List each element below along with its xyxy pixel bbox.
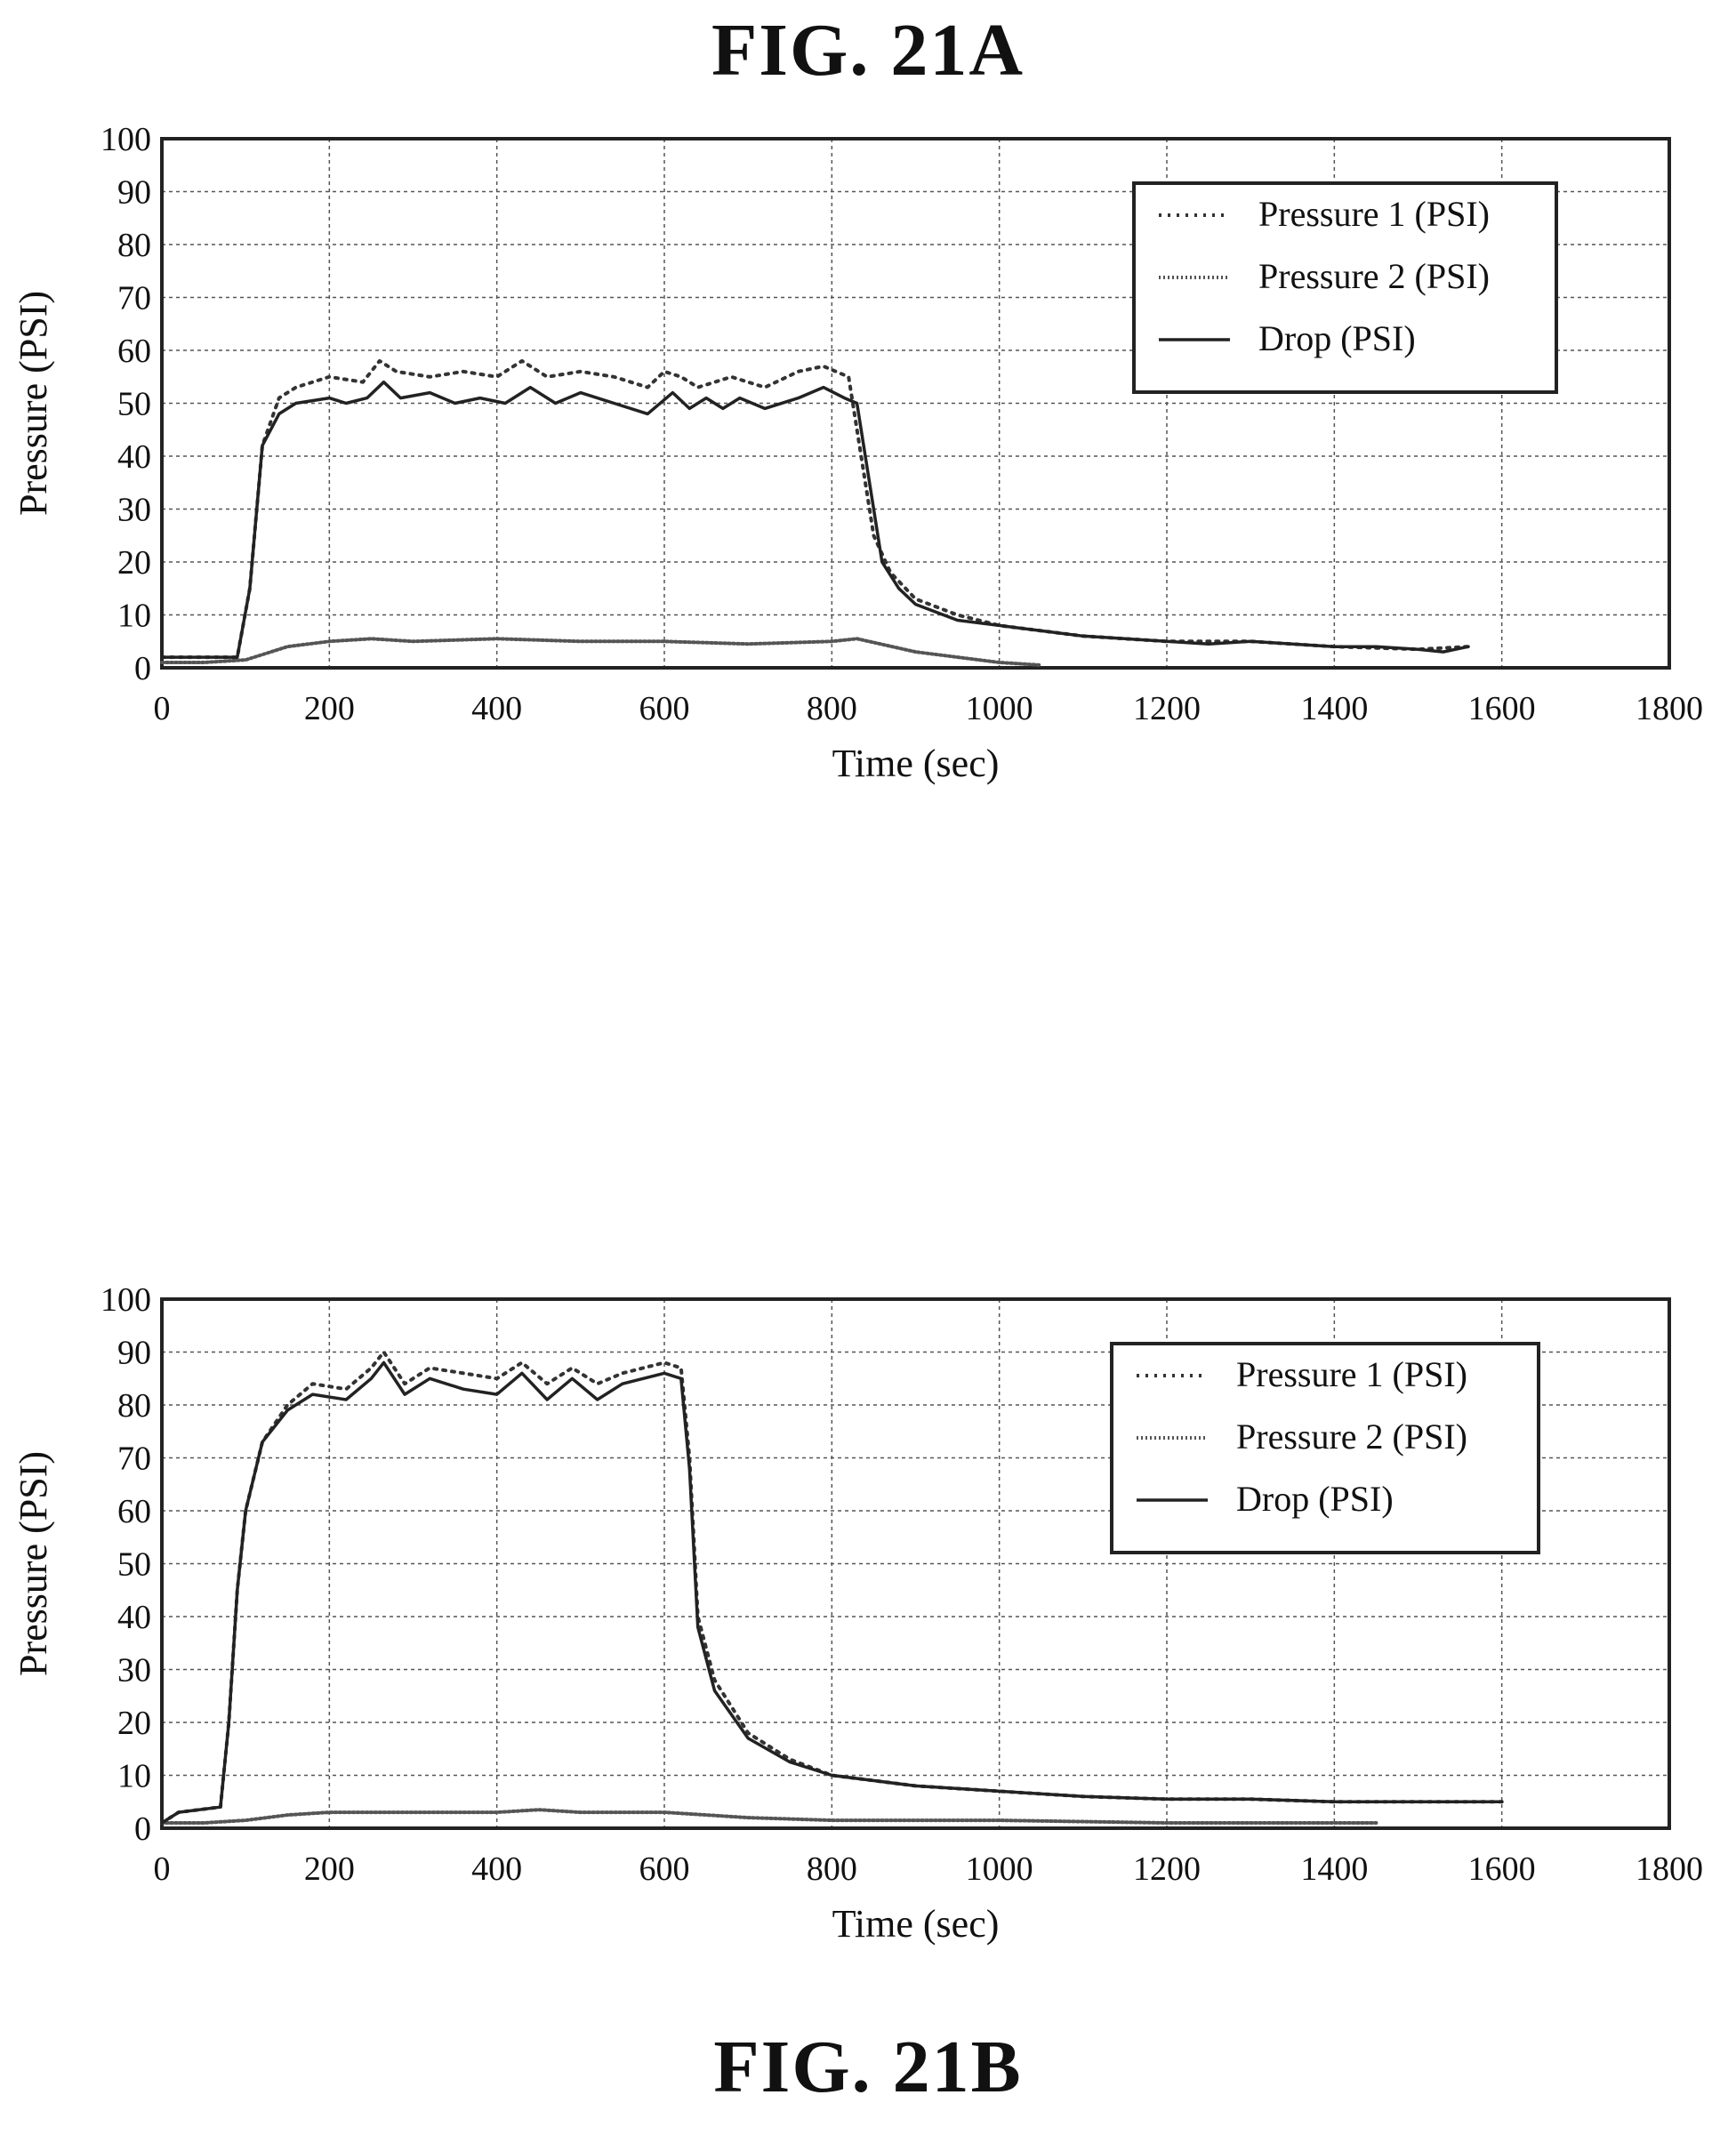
y-tick-label: 50 bbox=[117, 1546, 151, 1584]
x-tick-label: 0 bbox=[154, 1850, 171, 1888]
y-tick-label: 100 bbox=[100, 1281, 151, 1319]
x-tick-labels: 0 200 400 600 800 1000 1200 1400 1600 1800 bbox=[154, 690, 1704, 727]
figure-21b-title: FIG. 21B bbox=[713, 2026, 1023, 2108]
y-tick-label: 30 bbox=[117, 1652, 151, 1690]
y-tick-label: 30 bbox=[117, 492, 151, 529]
x-axis-title: Time (sec) bbox=[832, 742, 1000, 785]
plot-frame bbox=[160, 1297, 1671, 1830]
x-axis-title: Time (sec) bbox=[832, 1902, 1000, 1946]
plot-frame bbox=[160, 137, 1671, 670]
y-tick-label: 10 bbox=[117, 598, 151, 635]
y-tick-label: 70 bbox=[117, 1441, 151, 1478]
x-tick-label: 600 bbox=[639, 1850, 690, 1888]
y-tick-label: 80 bbox=[117, 227, 151, 264]
y-tick-label: 80 bbox=[117, 1387, 151, 1425]
series-lines bbox=[160, 1350, 1504, 1825]
x-tick-label: 1200 bbox=[1133, 690, 1201, 727]
x-tick-label: 1800 bbox=[1636, 1850, 1703, 1888]
series-line-2 bbox=[160, 637, 1043, 667]
series-lines bbox=[160, 358, 1470, 667]
legend: Pressure 1 (PSI) Pressure 2 (PSI) Drop (PS… bbox=[1110, 1342, 1540, 1554]
x-tick-label: 200 bbox=[304, 690, 355, 727]
figure-21a-title: FIG. 21A bbox=[711, 9, 1025, 92]
x-tick-label: 1000 bbox=[966, 690, 1033, 727]
x-tick-label: 400 bbox=[471, 690, 522, 727]
x-tick-label: 1400 bbox=[1300, 1850, 1368, 1888]
y-tick-labels: 0 10 20 30 40 50 60 70 80 90 100 bbox=[100, 1281, 151, 1848]
legend-box bbox=[1110, 1342, 1540, 1554]
x-tick-label: 200 bbox=[304, 1850, 355, 1888]
legend-box bbox=[1132, 181, 1558, 394]
series-line-3 bbox=[160, 1360, 1504, 1825]
y-tick-label: 40 bbox=[117, 1599, 151, 1636]
x-tick-label: 1600 bbox=[1468, 1850, 1536, 1888]
x-tick-label: 1600 bbox=[1468, 690, 1536, 727]
y-tick-labels: 0 10 20 30 40 50 60 70 80 90 100 bbox=[100, 121, 151, 687]
legend-label-1: Pressure 1 (PSI) bbox=[1236, 1354, 1467, 1394]
series-line-3 bbox=[160, 380, 1470, 659]
legend-label-2: Pressure 2 (PSI) bbox=[1258, 256, 1490, 296]
legend: Pressure 1 (PSI) Pressure 2 (PSI) Drop (PS… bbox=[1132, 181, 1558, 394]
y-tick-label: 10 bbox=[117, 1758, 151, 1795]
chart-fig-21b: 0 200 400 600 800 1000 1200 1400 1600 1800 0 10 20 30… bbox=[12, 1281, 1704, 1946]
x-tick-label: 1400 bbox=[1300, 690, 1368, 727]
chart-fig-21a: 0 200 400 600 800 1000 1200 1400 1600 1800 0 10 20 30… bbox=[12, 121, 1704, 785]
grid bbox=[162, 139, 1669, 668]
series-line-1 bbox=[160, 358, 1470, 660]
y-tick-label: 90 bbox=[117, 1335, 151, 1372]
y-tick-label: 100 bbox=[100, 121, 151, 158]
y-axis-title: Pressure (PSI) bbox=[12, 291, 55, 516]
y-tick-label: 90 bbox=[117, 174, 151, 212]
y-axis-title: Pressure (PSI) bbox=[12, 1451, 55, 1676]
y-tick-label: 20 bbox=[117, 544, 151, 582]
y-tick-label: 60 bbox=[117, 333, 151, 370]
legend-label-2: Pressure 2 (PSI) bbox=[1236, 1417, 1467, 1457]
x-tick-label: 800 bbox=[807, 690, 857, 727]
y-tick-label: 0 bbox=[134, 650, 151, 687]
x-tick-label: 800 bbox=[807, 1850, 857, 1888]
legend-label-3: Drop (PSI) bbox=[1258, 318, 1416, 358]
y-tick-label: 40 bbox=[117, 438, 151, 476]
series-line-2 bbox=[160, 1808, 1378, 1825]
x-tick-label: 1200 bbox=[1133, 1850, 1201, 1888]
legend-label-1: Pressure 1 (PSI) bbox=[1258, 194, 1490, 234]
y-tick-label: 50 bbox=[117, 386, 151, 423]
y-tick-label: 20 bbox=[117, 1705, 151, 1742]
x-tick-label: 1000 bbox=[966, 1850, 1033, 1888]
x-tick-labels: 0 200 400 600 800 1000 1200 1400 1600 1800 bbox=[154, 1850, 1704, 1888]
y-tick-label: 0 bbox=[134, 1810, 151, 1848]
x-tick-label: 0 bbox=[154, 690, 171, 727]
y-tick-label: 60 bbox=[117, 1493, 151, 1530]
legend-label-3: Drop (PSI) bbox=[1236, 1479, 1394, 1519]
x-tick-label: 1800 bbox=[1636, 690, 1703, 727]
y-tick-label: 70 bbox=[117, 280, 151, 317]
x-tick-label: 600 bbox=[639, 690, 690, 727]
x-tick-label: 400 bbox=[471, 1850, 522, 1888]
